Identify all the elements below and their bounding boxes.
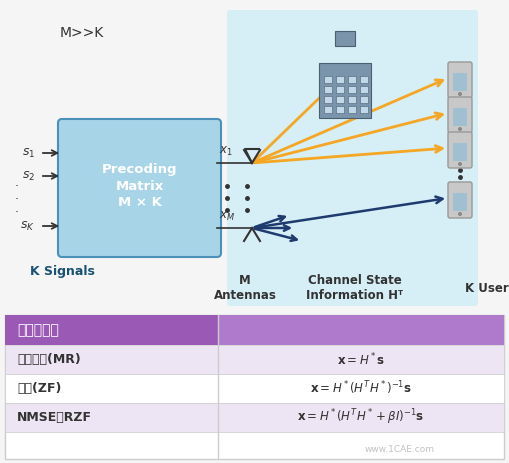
Bar: [336, 106, 344, 113]
FancyBboxPatch shape: [448, 182, 472, 218]
Bar: [324, 106, 332, 113]
Circle shape: [458, 92, 462, 96]
Bar: [453, 73, 467, 91]
Text: $x_1$: $x_1$: [219, 145, 233, 158]
Bar: [453, 108, 467, 126]
Bar: [360, 106, 368, 113]
Bar: [324, 96, 332, 103]
Bar: [319, 63, 371, 118]
Bar: [336, 86, 344, 93]
Text: $\mathbf{x} = H^*(H^TH^*)^{-1}\mathbf{s}$: $\mathbf{x} = H^*(H^TH^*)^{-1}\mathbf{s}…: [310, 380, 412, 397]
Text: 迫零(ZF): 迫零(ZF): [17, 382, 62, 395]
Text: $s_1$: $s_1$: [22, 146, 35, 160]
FancyBboxPatch shape: [227, 10, 478, 306]
Text: 预编码类型: 预编码类型: [17, 323, 59, 337]
Bar: [348, 96, 356, 103]
Text: M × K: M × K: [118, 195, 161, 208]
Bar: [348, 106, 356, 113]
Text: Matrix: Matrix: [116, 180, 163, 193]
Bar: [453, 193, 467, 211]
Bar: [336, 96, 344, 103]
Text: NMSE或RZF: NMSE或RZF: [17, 411, 92, 424]
Text: Channel State
Information Hᵀ: Channel State Information Hᵀ: [306, 274, 404, 302]
FancyBboxPatch shape: [448, 97, 472, 133]
Bar: [5, 315, 504, 459]
Text: K Users: K Users: [465, 282, 509, 294]
Bar: [324, 86, 332, 93]
Bar: [453, 143, 467, 161]
Text: $\mathbf{x} = H^*\mathbf{s}$: $\mathbf{x} = H^*\mathbf{s}$: [337, 351, 385, 368]
FancyBboxPatch shape: [448, 62, 472, 98]
Text: M
Antennas: M Antennas: [214, 274, 276, 302]
Bar: [348, 86, 356, 93]
Text: K Signals: K Signals: [30, 264, 95, 277]
Text: $s_2$: $s_2$: [22, 169, 35, 182]
Bar: [360, 76, 368, 83]
Text: $\mathbf{x} = H^*(H^TH^*+\beta I)^{-1}\mathbf{s}$: $\mathbf{x} = H^*(H^TH^*+\beta I)^{-1}\m…: [297, 408, 425, 427]
Bar: [360, 96, 368, 103]
Bar: [324, 76, 332, 83]
Bar: [5, 315, 218, 345]
Bar: [5, 403, 504, 432]
Bar: [335, 31, 355, 46]
Circle shape: [458, 212, 462, 216]
Bar: [348, 76, 356, 83]
Text: $x_M$: $x_M$: [219, 210, 235, 223]
Bar: [360, 86, 368, 93]
Text: www.1CAE.com: www.1CAE.com: [365, 444, 435, 453]
Text: 最大比率(MR): 最大比率(MR): [17, 353, 81, 366]
Bar: [5, 374, 504, 403]
Circle shape: [458, 127, 462, 131]
Bar: [218, 315, 504, 345]
Text: M>>K: M>>K: [60, 26, 104, 40]
Bar: [5, 345, 504, 374]
Text: ·
·
·: · · ·: [15, 181, 19, 219]
Text: Precoding: Precoding: [102, 163, 177, 176]
Circle shape: [458, 162, 462, 166]
FancyBboxPatch shape: [58, 119, 221, 257]
Text: $s_K$: $s_K$: [20, 219, 35, 232]
FancyBboxPatch shape: [448, 132, 472, 168]
Bar: [336, 76, 344, 83]
